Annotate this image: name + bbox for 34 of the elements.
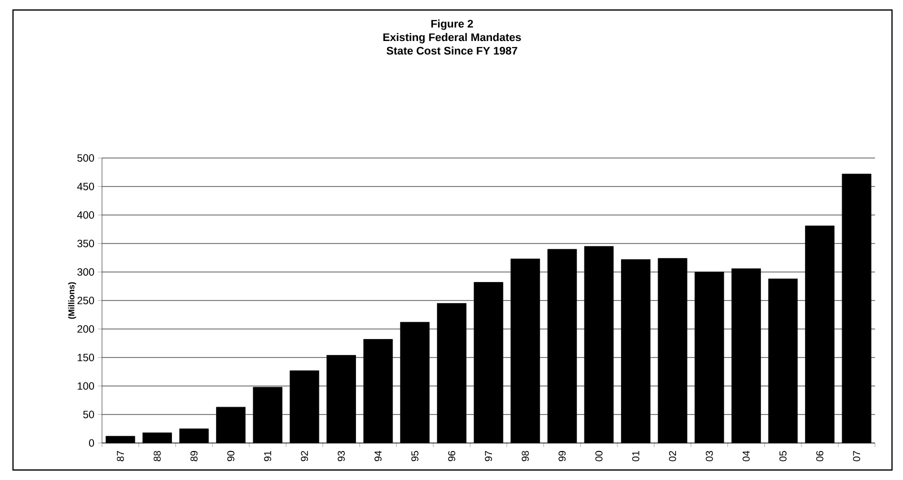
y-tick-label: 200 bbox=[77, 325, 94, 333]
y-tick-label: 450 bbox=[77, 182, 94, 190]
x-tick-label: 93 bbox=[338, 450, 345, 462]
x-tick-label: 97 bbox=[484, 451, 492, 462]
x-tick-label: 91 bbox=[264, 451, 272, 462]
x-tick-label: 06 bbox=[816, 450, 824, 462]
x-tick-label: 90 bbox=[227, 450, 234, 462]
x-tick-label: 98 bbox=[522, 450, 529, 462]
x-tick-label: 04 bbox=[742, 450, 750, 462]
y-tick-label: 100 bbox=[78, 382, 94, 390]
x-tick-label: 92 bbox=[300, 451, 308, 462]
x-tick-label: 88 bbox=[154, 450, 161, 462]
y-tick-label: 500 bbox=[77, 154, 94, 162]
y-tick-label: 0 bbox=[89, 439, 94, 447]
x-tick-label: 99 bbox=[558, 451, 566, 462]
y-tick-label: 350 bbox=[77, 240, 94, 248]
y-tick-label: 50 bbox=[83, 410, 94, 418]
y-axis-title: (Millions) bbox=[68, 282, 76, 319]
x-tick-label: 95 bbox=[411, 450, 418, 462]
chart-title: Figure 2 Existing Federal Mandates State Cost Since FY 1987 bbox=[383, 20, 521, 55]
x-tick-label: 01 bbox=[632, 451, 640, 462]
x-tick-label: 89 bbox=[190, 451, 198, 462]
y-tick-label: 250 bbox=[77, 296, 94, 304]
y-tick-label: 400 bbox=[77, 211, 94, 219]
x-tick-label: 00 bbox=[595, 450, 602, 462]
x-tick-label: 96 bbox=[448, 450, 456, 462]
x-tick-label: 07 bbox=[853, 451, 860, 462]
x-tick-label: 05 bbox=[779, 450, 787, 462]
y-tick-label: 150 bbox=[78, 354, 94, 362]
x-tick-label: 03 bbox=[706, 450, 713, 462]
y-tick-label: 300 bbox=[77, 268, 94, 276]
x-tick-label: 87 bbox=[116, 451, 124, 462]
x-tick-label: 02 bbox=[669, 451, 676, 462]
x-tick-label: 94 bbox=[374, 450, 382, 462]
